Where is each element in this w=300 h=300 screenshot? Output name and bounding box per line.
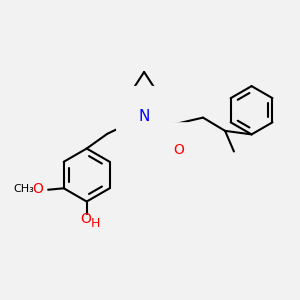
Text: O: O — [81, 212, 92, 226]
Text: N: N — [138, 109, 150, 124]
Text: O: O — [33, 182, 44, 196]
Text: H: H — [90, 217, 100, 230]
Text: O: O — [173, 143, 184, 157]
Text: CH₃: CH₃ — [13, 184, 34, 194]
